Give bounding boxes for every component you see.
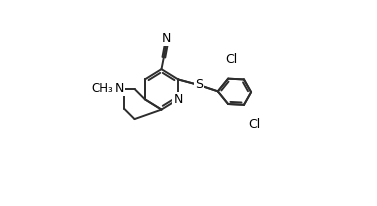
- Text: CH₃: CH₃: [91, 82, 113, 95]
- Text: N: N: [162, 32, 171, 44]
- Text: Cl: Cl: [225, 53, 237, 66]
- Text: S: S: [195, 78, 203, 91]
- Text: Cl: Cl: [249, 117, 261, 131]
- Text: N: N: [115, 82, 124, 95]
- Text: N: N: [173, 93, 183, 106]
